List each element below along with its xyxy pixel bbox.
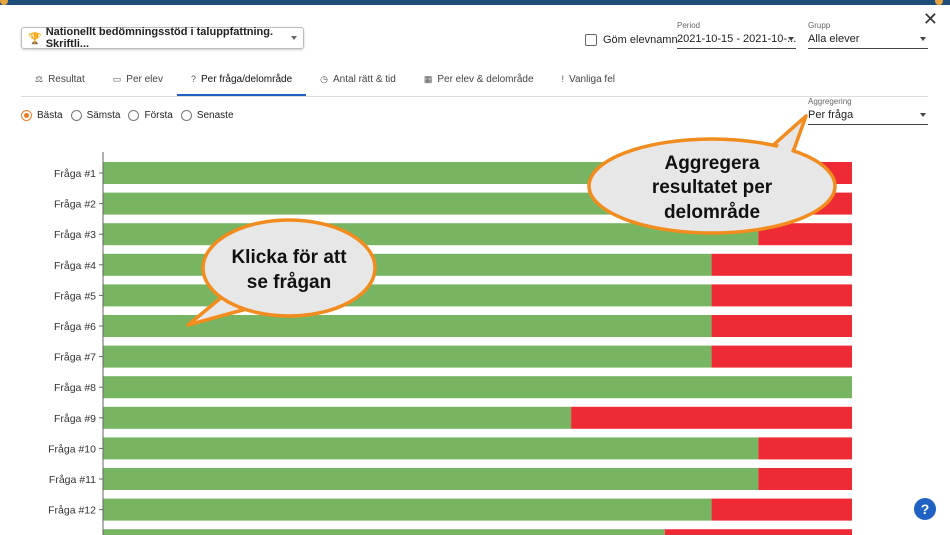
period-value-container[interactable]: 2021-10-15 - 2021-10-... (677, 33, 796, 49)
group-select[interactable]: Grupp Alla elever (808, 21, 928, 49)
tab-resultat[interactable]: ⚖ Resultat (21, 64, 99, 94)
hide-names-checkbox[interactable] (585, 34, 597, 46)
tab-label: Per fråga/delområde (200, 73, 293, 85)
bar-correct[interactable] (103, 315, 712, 337)
grid-icon: ▦ (423, 73, 433, 84)
filter-radio-group: Bästa Sämsta Första Senaste (21, 110, 242, 121)
category-label[interactable]: Fråga #6 (54, 321, 96, 333)
top-strip-dot (935, 0, 943, 5)
group-label: Grupp (808, 21, 831, 30)
bar-incorrect[interactable] (758, 437, 852, 460)
radio-circle[interactable] (21, 110, 32, 121)
bar-incorrect[interactable] (711, 284, 852, 307)
aggregation-value-container[interactable]: Per fråga (808, 109, 928, 125)
bar-correct[interactable] (103, 162, 804, 184)
bar-incorrect[interactable] (758, 223, 852, 246)
category-label[interactable]: Fråga #11 (49, 474, 96, 486)
category-label[interactable]: Fråga #7 (54, 352, 96, 364)
bar-incorrect[interactable] (664, 529, 852, 535)
test-select[interactable]: 🏆 Nationellt bedömningsstöd i taluppfatt… (21, 26, 304, 50)
bar-incorrect[interactable] (711, 498, 852, 521)
tab-label: Vanliga fel (569, 73, 615, 85)
bar-incorrect[interactable] (758, 468, 852, 490)
tab-bar: ⚖ Resultat ▭ Per elev ? Per fråga/delomr… (21, 64, 928, 97)
exclamation-icon: ! (561, 74, 565, 84)
group-value: Alla elever (808, 33, 860, 45)
radio-label: Sämsta (86, 110, 121, 121)
tab-per-elev[interactable]: ▭ Per elev (99, 64, 177, 94)
close-icon[interactable]: ✕ (922, 9, 938, 29)
hide-names-toggle[interactable]: Göm elevnamn (585, 34, 678, 46)
question-icon: ? (190, 74, 196, 84)
clock-icon: ◷ (320, 73, 329, 84)
radio-circle[interactable] (128, 110, 140, 121)
help-button[interactable]: ? (914, 498, 936, 520)
category-label[interactable]: Fråga #9 (54, 413, 96, 425)
bar-correct[interactable] (103, 376, 852, 399)
students-icon: ▭ (112, 73, 122, 84)
results-chart: Fråga #1 Fråga #2 Fråga #3 Fråga #4 Fråga #5… (48, 152, 852, 535)
period-select[interactable]: Period 2021-10-15 - 2021-10-... (677, 21, 796, 49)
bar-correct[interactable] (103, 223, 759, 246)
chevron-down-icon (788, 37, 794, 41)
bar-correct[interactable] (103, 284, 712, 307)
radio-basta[interactable]: Bästa (21, 110, 63, 121)
radio-senaste[interactable]: Senaste (180, 110, 234, 121)
chevron-down-icon (920, 113, 926, 117)
chevron-down-icon (291, 36, 297, 40)
bar-correct[interactable] (103, 192, 804, 215)
bar-correct[interactable] (103, 529, 665, 535)
aggregation-value: Per fråga (808, 109, 854, 121)
bar-correct[interactable] (103, 498, 712, 521)
radio-label: Bästa (37, 110, 63, 121)
aggregation-label: Aggregering (808, 97, 852, 106)
test-select-value: Nationellt bedömningsstöd i taluppfattni… (45, 26, 274, 50)
radio-samsta[interactable]: Sämsta (70, 110, 121, 121)
tab-per-elev-delomrade[interactable]: ▦ Per elev & delområde (410, 64, 548, 94)
bar-correct[interactable] (103, 253, 712, 276)
hide-names-label: Göm elevnamn (603, 34, 678, 46)
period-label: Period (677, 21, 701, 30)
tab-label: Per elev (126, 73, 163, 85)
scale-icon: ⚖ (35, 73, 44, 84)
chevron-down-icon (920, 37, 926, 41)
tab-per-fraga[interactable]: ? Per fråga/delområde (176, 64, 307, 96)
tab-label: Antal rätt & tid (333, 73, 396, 85)
tab-antal-ratt[interactable]: ◷ Antal rätt & tid (306, 64, 410, 94)
group-value-container[interactable]: Alla elever (808, 33, 928, 49)
category-label[interactable]: Fråga #1 (54, 168, 96, 180)
period-value: 2021-10-15 - 2021-10-... (677, 33, 797, 45)
bar-incorrect[interactable] (803, 192, 852, 215)
bar-incorrect[interactable] (711, 315, 852, 337)
tab-label: Per elev & delområde (437, 73, 534, 85)
tab-vanliga-fel[interactable]: ! Vanliga fel (548, 64, 629, 94)
radio-label: Senaste (196, 110, 234, 121)
category-label[interactable]: Fråga #4 (54, 260, 96, 272)
bar-incorrect[interactable] (711, 253, 852, 276)
trophy-icon: 🏆 (28, 32, 42, 45)
category-label[interactable]: Fråga #8 (54, 382, 96, 394)
radio-forsta[interactable]: Första (128, 110, 173, 121)
category-label[interactable]: Fråga #10 (48, 443, 96, 455)
bar-incorrect[interactable] (711, 345, 852, 368)
top-strip-dot (0, 0, 8, 5)
aggregation-select[interactable]: Aggregering Per fråga (808, 97, 928, 125)
bar-correct[interactable] (103, 406, 572, 429)
radio-circle[interactable] (180, 110, 192, 121)
bar-incorrect[interactable] (571, 406, 852, 429)
radio-label: Första (144, 110, 173, 121)
help-icon: ? (920, 501, 930, 517)
category-label[interactable]: Fråga #5 (54, 290, 96, 302)
bar-correct[interactable] (103, 437, 759, 460)
category-label[interactable]: Fråga #2 (54, 199, 96, 211)
bar-correct[interactable] (103, 468, 759, 490)
bar-correct[interactable] (103, 345, 712, 368)
tab-label: Resultat (48, 73, 85, 85)
category-label[interactable]: Fråga #12 (48, 505, 96, 517)
category-label[interactable]: Fråga #3 (54, 229, 96, 241)
bar-incorrect[interactable] (803, 162, 852, 184)
top-strip (0, 0, 950, 5)
radio-circle[interactable] (70, 110, 82, 121)
